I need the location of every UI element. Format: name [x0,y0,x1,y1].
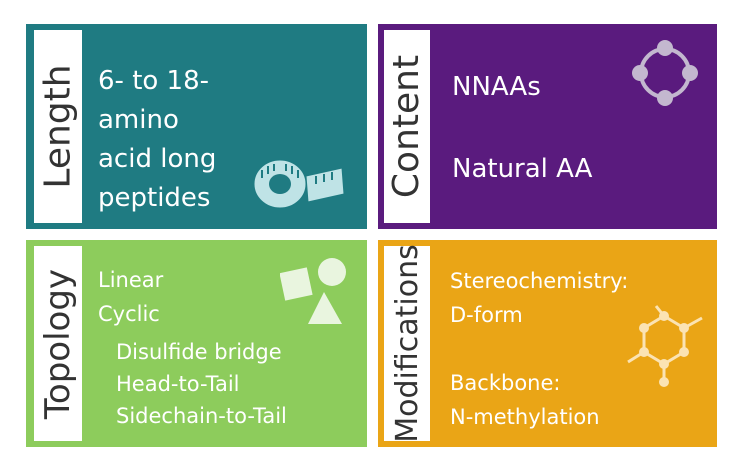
modification-line: N-methylation [450,405,600,429]
length-panel: Length 6- to 18-amino acid long peptides [26,24,367,229]
modifications-panel: Modifications Stereochemistry: D-form Ba… [378,240,717,447]
topology-side-label: Topology [34,246,82,441]
topology-subitem: Sidechain-to-Tail [116,404,287,428]
content-item: Natural AA [452,154,593,184]
content-title: Content [386,54,428,199]
modification-line: Backbone: [450,371,561,395]
topology-panel: Topology Linear Cyclic Disulfide bridge … [26,240,367,447]
topology-item: Linear [98,268,164,292]
topology-title: Topology [38,268,79,419]
modifications-title: Modifications [389,244,425,443]
modifications-side-label: Modifications [384,244,430,443]
content-item: NNAAs [452,72,541,102]
ring-molecule-icon [632,40,698,106]
modification-line: D-form [450,303,523,327]
topology-item: Cyclic [98,302,160,326]
length-line: peptides [98,183,211,213]
tape-measure-icon [253,159,345,209]
hexagon-molecule-icon [627,305,703,387]
length-line: 6- to 18-amino [98,66,210,135]
length-line: acid long [98,144,217,174]
length-description: 6- to 18-amino acid long peptides [98,62,278,218]
content-side-label: Content [384,30,430,223]
shapes-icon [280,258,346,324]
modification-line: Stereochemistry: [450,269,629,293]
length-title: Length [37,64,79,189]
length-side-label: Length [34,30,82,223]
topology-subitem: Disulfide bridge [116,340,282,364]
topology-subitem: Head-to-Tail [116,372,240,396]
content-panel: Content NNAAs Natural AA [378,24,717,229]
